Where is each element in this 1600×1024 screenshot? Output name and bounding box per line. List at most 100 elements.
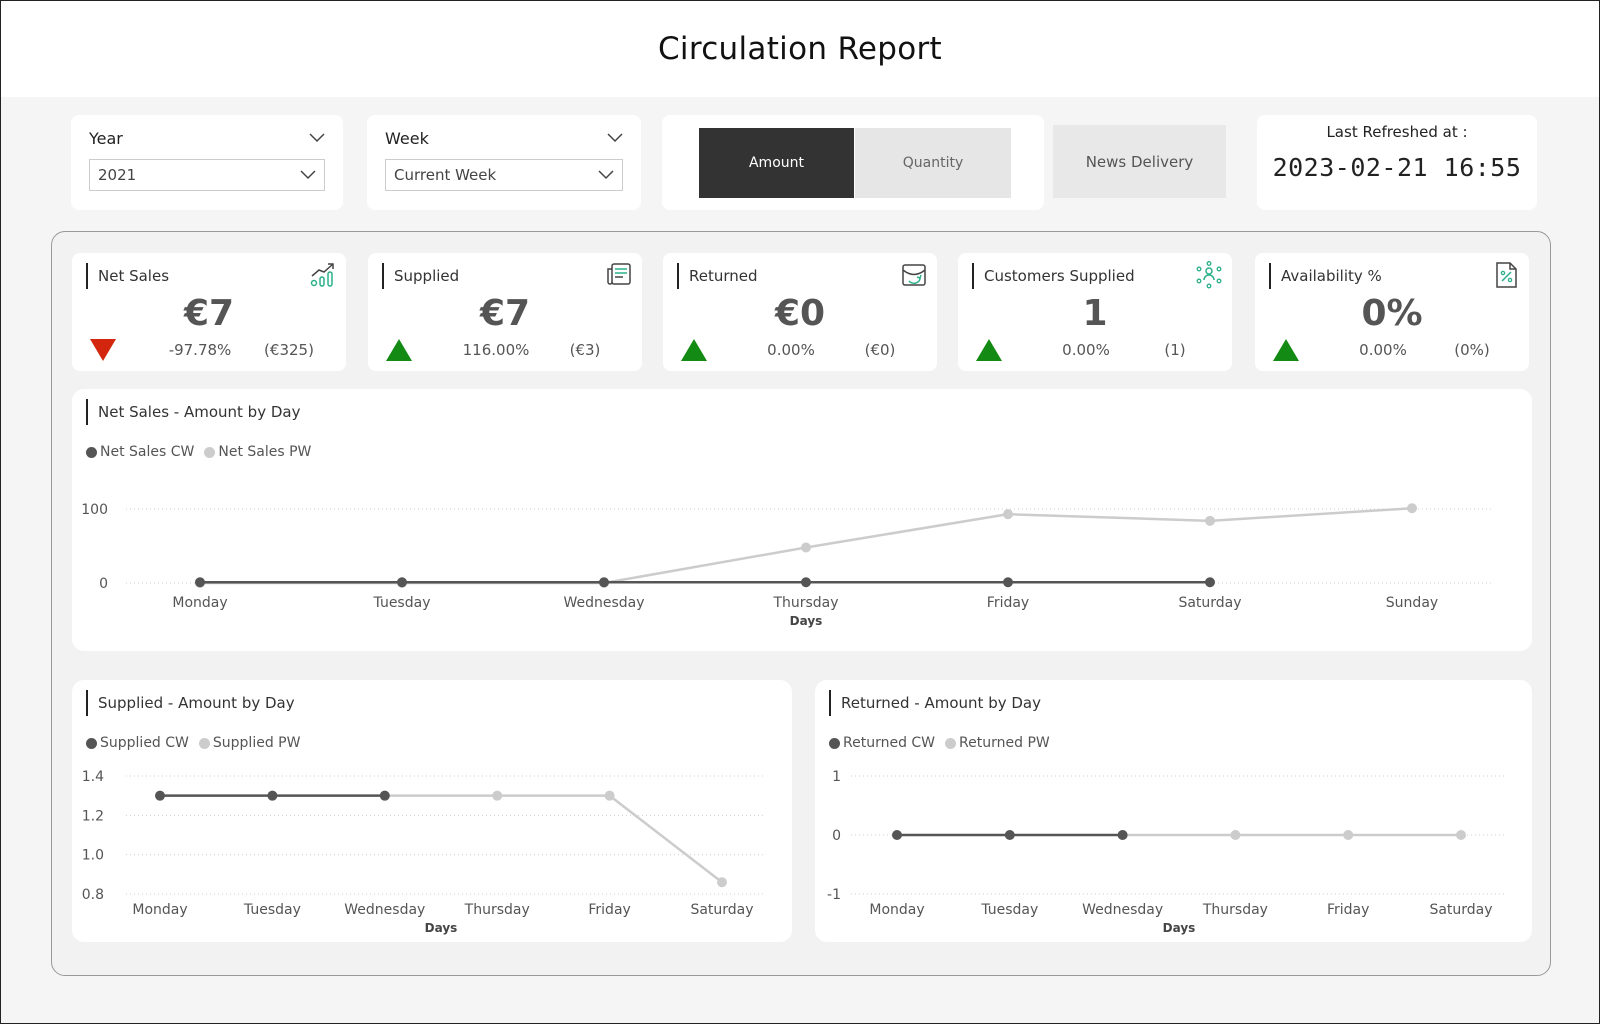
legend-item-pw[interactable]: Returned PW (945, 735, 1050, 751)
measure-toggle: Amount Quantity (662, 115, 1044, 210)
kpi-previous-value: (€325) (264, 341, 314, 359)
data-point-cw (892, 830, 902, 840)
kpi-title: Net Sales (86, 263, 169, 289)
quantity-button[interactable]: Quantity (855, 128, 1011, 198)
kpi-card-returned[interactable]: Returned €0 0.00% (€0) (663, 253, 937, 371)
data-point-cw (1205, 577, 1215, 588)
chart-title: Returned - Amount by Day (829, 690, 1041, 716)
x-tick-label: Thursday (464, 902, 530, 918)
kpi-title: Returned (677, 263, 758, 289)
data-point-pw (717, 877, 727, 888)
x-tick-label: Tuesday (373, 595, 431, 611)
week-slicer: Week Current Week (367, 115, 641, 210)
kpi-value: €7 (183, 293, 235, 334)
data-point-cw (1003, 577, 1013, 588)
trend-up-icon (976, 339, 1002, 361)
legend-item-pw[interactable]: Supplied PW (198, 735, 301, 751)
week-slicer-header[interactable]: Week (385, 125, 623, 151)
trend-down-icon (90, 339, 116, 361)
newspaper-icon (607, 263, 631, 285)
supplied-line-chart[interactable]: 0.8 1.0 1.2 1.4 Monday Tuesday Wednesday Thursd… (72, 680, 792, 942)
kpi-change-percent: -97.78% (168, 341, 232, 359)
x-tick-label: Tuesday (980, 902, 1038, 918)
week-dropdown[interactable]: Current Week (385, 159, 623, 191)
legend-label: Net Sales CW (100, 444, 195, 460)
chart-legend: Net Sales CW Net Sales PW (86, 444, 311, 460)
kpi-change-percent: 0.00% (1062, 341, 1110, 359)
x-tick-label: Thursday (1202, 902, 1268, 918)
kpi-card-customers-supplied[interactable]: Customers Supplied 1 0.00% (1) (958, 253, 1232, 371)
legend-label: Returned PW (959, 735, 1050, 751)
returned-line-chart[interactable]: -1 0 1 Monday Tuesday Wednesday Thursday Friday… (815, 680, 1532, 942)
x-axis-title: Days (1163, 921, 1196, 935)
y-tick-label: 100 (81, 502, 108, 518)
data-point-pw (801, 542, 811, 553)
title-bar: Circulation Report (1, 1, 1599, 97)
week-dropdown-value: Current Week (394, 166, 497, 184)
trend-up-icon (681, 339, 707, 361)
y-tick-label: 1 (832, 769, 841, 785)
legend-item-cw[interactable]: Net Sales CW (86, 444, 194, 460)
x-tick-label: Saturday (1429, 902, 1492, 918)
kpi-card-supplied[interactable]: Supplied €7 116.00% (€3) (368, 253, 642, 371)
data-point-pw (492, 790, 503, 801)
chart-title: Supplied - Amount by Day (86, 690, 295, 716)
data-point-pw (1343, 830, 1354, 840)
x-tick-label: Monday (132, 902, 187, 918)
kpi-value: €0 (774, 293, 826, 334)
y-tick-label: 1.2 (82, 808, 104, 824)
last-refreshed-value: 2023-02-21 16:55 (1272, 153, 1522, 182)
y-tick-label: -1 (827, 887, 841, 903)
net-sales-line-chart[interactable]: 0 100 Monday Tuesday Wednesday Thursday Friday… (72, 389, 1532, 651)
data-point-pw (1003, 509, 1013, 520)
kpi-title: Availability % (1269, 263, 1382, 289)
kpi-card-availability[interactable]: Availability % 0% 0.00% (0%) (1255, 253, 1529, 371)
x-tick-label: Saturday (1178, 595, 1241, 611)
supplied-chart-card: Supplied - Amount by Day Supplied CW Sup… (72, 680, 792, 942)
legend-dot-icon (204, 446, 216, 458)
page-title: Circulation Report (657, 31, 943, 67)
legend-label: Supplied PW (212, 735, 301, 751)
legend-item-cw[interactable]: Supplied CW (86, 735, 189, 751)
legend-item-pw[interactable]: Net Sales PW (204, 444, 311, 460)
amount-button[interactable]: Amount (699, 128, 854, 198)
year-dropdown[interactable]: 2021 (89, 159, 325, 191)
kpi-value: 1 (1082, 293, 1108, 334)
chevron-down-icon[interactable] (309, 133, 325, 143)
y-tick-label: 0.8 (82, 887, 104, 903)
year-dropdown-value: 2021 (98, 166, 137, 184)
chart-title: Net Sales - Amount by Day (86, 399, 300, 425)
x-tick-label: Wednesday (563, 595, 644, 611)
x-tick-label: Sunday (1386, 595, 1438, 611)
chevron-down-icon[interactable] (607, 133, 623, 143)
week-slicer-label: Week (385, 128, 429, 148)
legend-label: Net Sales PW (218, 444, 312, 460)
year-slicer-header[interactable]: Year (89, 125, 325, 151)
legend-dot-icon (829, 737, 840, 749)
legend-dot-icon (86, 446, 97, 458)
data-point-cw (397, 577, 407, 588)
year-slicer-label: Year (89, 128, 123, 148)
legend-label: Returned CW (843, 735, 936, 751)
series-line-pw (384, 794, 723, 884)
percent-document-icon (1496, 262, 1517, 288)
legend-label: Supplied CW (100, 735, 189, 751)
kpi-previous-value: (€3) (569, 341, 601, 359)
kpi-previous-value: (0%) (1454, 341, 1490, 359)
y-tick-label: 1.4 (82, 769, 104, 785)
x-tick-label: Friday (1327, 902, 1369, 918)
chevron-down-icon (598, 170, 614, 180)
kpi-previous-value: (1) (1164, 341, 1186, 359)
x-tick-label: Wednesday (1082, 902, 1163, 918)
kpi-value: 0% (1361, 293, 1423, 334)
trend-up-icon (386, 339, 412, 361)
data-point-cw (1117, 830, 1128, 840)
x-axis-title: Days (790, 614, 823, 628)
kpi-card-net-sales[interactable]: Net Sales €7 -97.78% (€325) (72, 253, 346, 371)
data-point-pw (1456, 830, 1466, 840)
y-tick-label: 0 (832, 828, 841, 844)
legend-item-cw[interactable]: Returned CW (829, 735, 935, 751)
y-tick-label: 0 (99, 576, 108, 592)
news-delivery-button[interactable]: News Delivery (1053, 125, 1226, 198)
